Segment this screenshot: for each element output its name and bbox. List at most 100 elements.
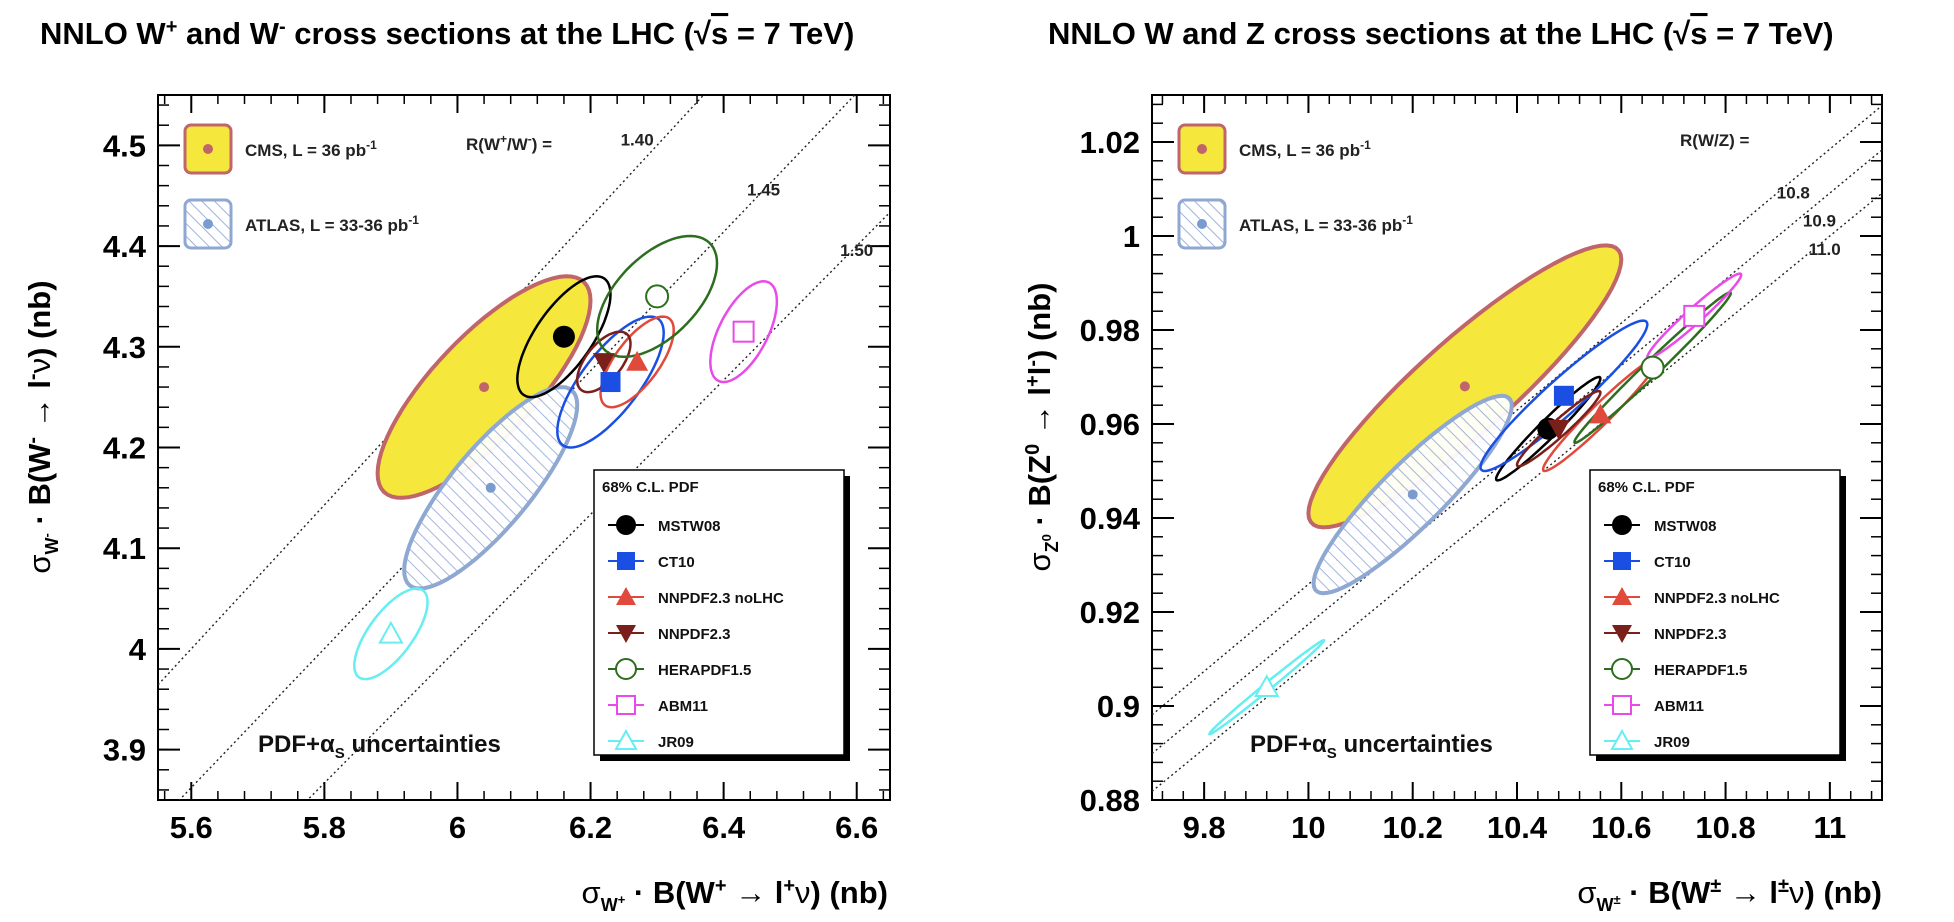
ratio-line-10.8	[1152, 105, 1882, 716]
ellipse-jr09	[353, 587, 429, 681]
y-tick-label: 1.02	[1080, 125, 1140, 160]
ellipse-mstw08	[1494, 375, 1602, 482]
uncertainty-annotation: PDF+αS uncertainties	[258, 731, 501, 762]
chart-title: NNLO W and Z cross sections at the LHC (…	[1048, 16, 1834, 51]
legend-label-nnpdf2-3: NNPDF2.3	[1654, 626, 1727, 643]
axis-ticks: 5.6 5.8 6 6.2 6.4 6.6 3.9 4 4.1 4.2 4.3 4.4 4.5	[103, 95, 890, 845]
legend-label-herapdf1-5: HERAPDF1.5	[658, 662, 751, 679]
legend-marker	[616, 695, 636, 715]
x-tick-label: 10.8	[1695, 810, 1755, 845]
superscript: -1	[1402, 213, 1413, 227]
legend-dot	[1197, 144, 1207, 154]
x-tick-label: 5.8	[303, 810, 346, 845]
experiment-legend: CMS, L = 36 pb-1 ATLAS, L = 33-36 pb-1	[1177, 123, 1413, 250]
legend-label-ct10: CT10	[658, 554, 695, 571]
y-tick-label: 4.5	[103, 128, 146, 163]
legend-marker	[1612, 695, 1632, 715]
cms-center-point	[1459, 381, 1470, 392]
x-axis-label: σW+ · B(W+ → l+ν) (nb)	[582, 875, 888, 915]
point-jr09	[378, 620, 404, 644]
ellipse-herapdf1-5	[595, 234, 719, 359]
y-tick-label: 0.88	[1080, 783, 1140, 818]
ratio-value-label: 11.0	[1809, 240, 1841, 259]
x-tick-label: 10.2	[1383, 810, 1443, 845]
axis-ticks: 9.8 10 10.2 10.4 10.6 10.8 11 0.88 0.9 0.92 0.94 0.…	[1080, 95, 1882, 845]
y-tick-label: 0.94	[1080, 501, 1141, 536]
legend-marker	[616, 515, 636, 535]
cms-center-point	[479, 382, 490, 393]
point-abm11	[732, 320, 755, 343]
legend-marker	[615, 658, 637, 680]
legend-marker	[614, 728, 638, 750]
legend-label-nnpdf2-3: NNPDF2.3	[658, 626, 731, 643]
legend-marker	[1611, 658, 1633, 680]
legend-label-jr09: JR09	[658, 734, 694, 751]
point-jr09	[1254, 674, 1280, 697]
legend-title: 68% C.L. PDF	[1598, 479, 1695, 496]
cms-legend-label: CMS, L = 36 pb-1	[245, 138, 377, 160]
legend-marker	[1612, 625, 1632, 643]
ratio-line-11.0	[1152, 192, 1882, 792]
ratio-label: R(W+/W-) =	[466, 132, 552, 154]
atlas-center-point	[485, 482, 496, 493]
y-tick-label: 4.4	[103, 229, 147, 264]
ratio-value-label: 1.50	[840, 241, 873, 260]
point-mstw08	[552, 325, 575, 348]
experiment-legend: CMS, L = 36 pb-1 ATLAS, L = 33-36 pb-1	[183, 123, 419, 250]
ratio-lines	[1152, 105, 1882, 792]
legend-label-jr09: JR09	[1654, 734, 1690, 751]
ratio-line-1.45	[178, 95, 856, 800]
ellipse-ct10	[1479, 319, 1649, 473]
point-herapdf1-5	[645, 284, 670, 309]
x-axis-label: σW± · B(W± → l±ν) (nb)	[1577, 875, 1882, 915]
point-abm11	[1683, 304, 1706, 327]
x-tick-label: 10.6	[1591, 810, 1651, 845]
data-markers	[1254, 304, 1706, 697]
y-tick-label: 4	[129, 632, 147, 667]
legend-marker	[617, 552, 635, 570]
superscript: -1	[1360, 138, 1371, 152]
ratio-value-label: 1.40	[621, 130, 654, 149]
legend-marker	[616, 625, 636, 643]
ellipse-abm11	[709, 280, 779, 384]
x-tick-label: 10	[1291, 810, 1325, 845]
y-tick-label: 3.9	[103, 733, 146, 768]
y-tick-label: 0.9	[1097, 689, 1140, 724]
atlas-center-point	[1407, 489, 1418, 500]
atlas-legend-label: ATLAS, L = 33-36 pb-1	[1239, 213, 1413, 235]
x-tick-label: 6.4	[702, 810, 746, 845]
point-nnpdf2-3	[1547, 419, 1570, 440]
x-tick-label: 6.6	[835, 810, 878, 845]
ratio-value-label: 1.45	[747, 181, 780, 200]
legend-dot	[1197, 219, 1207, 229]
legend-marker	[1610, 728, 1634, 750]
atlas-legend-label: ATLAS, L = 33-36 pb-1	[245, 213, 419, 235]
y-axis-label: σZ0 · B(Z0 → l+l-) (nb)	[1022, 283, 1062, 572]
ratio-label: R(W/Z) =	[1680, 131, 1749, 150]
data-markers	[378, 284, 755, 644]
legend-label-herapdf1-5: HERAPDF1.5	[1654, 662, 1747, 679]
point-ct10	[1553, 385, 1574, 406]
legend-marker	[1612, 515, 1632, 535]
y-tick-label: 0.92	[1080, 595, 1140, 630]
point-herapdf1-5	[1640, 355, 1665, 380]
ratio-value-label: 10.9	[1803, 212, 1836, 231]
x-tick-label: 5.6	[170, 810, 213, 845]
y-axis-label: σW- · B(W- → l-ν) (nb)	[22, 280, 62, 573]
x-tick-label: 6.2	[569, 810, 612, 845]
chart-wplus-wminus: NNLO W+ and W- cross sections at the LHC…	[22, 16, 891, 915]
y-tick-label: 4.3	[103, 330, 146, 365]
ellipse-nnpdf2-3	[1515, 389, 1602, 468]
legend-dot	[203, 144, 213, 154]
x-tick-label: 10.4	[1487, 810, 1548, 845]
experiment-ellipses	[375, 274, 593, 591]
y-tick-label: 1	[1123, 219, 1140, 254]
superscript: -1	[366, 138, 377, 152]
x-tick-label: 11	[1813, 810, 1846, 845]
legend-title: 68% C.L. PDF	[602, 479, 699, 496]
point-ct10	[600, 372, 621, 393]
pdf-legend: 68% C.L. PDF MSTW08 CT10 NNPDF2.3 noLHC NNPD…	[1589, 469, 1846, 761]
legend-label-abm11: ABM11	[658, 698, 708, 715]
y-tick-label: 4.1	[103, 531, 146, 566]
